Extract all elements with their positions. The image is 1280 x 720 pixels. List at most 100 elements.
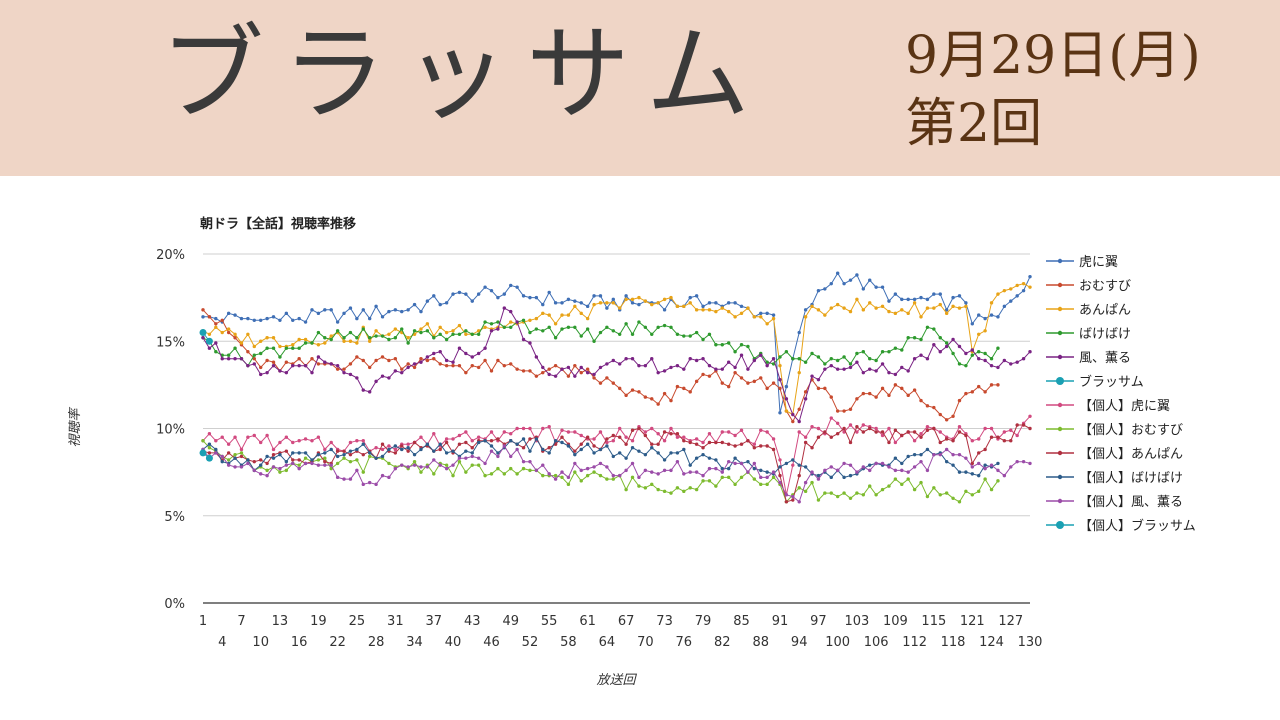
- data-point: [835, 421, 840, 425]
- data-point: [964, 489, 968, 494]
- data-point: [912, 430, 917, 434]
- data-point: [925, 357, 930, 361]
- data-point: [688, 301, 692, 305]
- data-point: [861, 370, 866, 375]
- data-point: [791, 494, 795, 499]
- data-point: [489, 439, 494, 443]
- data-point: [214, 325, 218, 329]
- data-point: [271, 346, 276, 350]
- data-point: [297, 466, 301, 471]
- data-point: [284, 311, 289, 316]
- data-point: [925, 468, 930, 473]
- data-point: [528, 449, 532, 453]
- data-point: [573, 304, 577, 309]
- data-point: [207, 442, 212, 446]
- data-point: [348, 339, 353, 343]
- data-point: [258, 339, 263, 343]
- data-point: [842, 306, 846, 310]
- data-point: [829, 491, 833, 495]
- data-point: [771, 362, 776, 366]
- data-point: [829, 435, 833, 439]
- data-point: [438, 362, 442, 366]
- data-point: [444, 330, 449, 335]
- data-point: [964, 433, 968, 438]
- data-point: [938, 412, 942, 417]
- data-point: [297, 337, 301, 342]
- data-point: [797, 473, 801, 478]
- data-point: [323, 360, 327, 364]
- data-point: [483, 358, 487, 363]
- data-point: [201, 315, 205, 319]
- data-point: [335, 363, 340, 368]
- data-point: [829, 475, 833, 480]
- data-point: [983, 426, 987, 431]
- data-point: [489, 449, 494, 453]
- data-point: [419, 360, 423, 364]
- data-point: [637, 320, 641, 324]
- data-point: [944, 447, 949, 452]
- data-point: [335, 475, 340, 480]
- data-point: [291, 346, 295, 350]
- data-point: [707, 301, 712, 305]
- data-point: [682, 435, 686, 439]
- data-point: [765, 363, 769, 368]
- data-point: [835, 409, 840, 413]
- data-point: [662, 468, 667, 473]
- data-point: [912, 452, 917, 457]
- data-point: [547, 372, 551, 377]
- data-point: [406, 465, 410, 469]
- data-point: [419, 465, 423, 469]
- data-point: [983, 477, 987, 481]
- data-point: [624, 442, 628, 446]
- data-point: [528, 341, 532, 345]
- data-point: [592, 444, 596, 448]
- data-point: [361, 439, 365, 443]
- data-point: [957, 500, 962, 504]
- data-point: [425, 299, 430, 303]
- data-point: [1002, 430, 1007, 434]
- data-point: [233, 357, 237, 361]
- data-point: [316, 435, 321, 439]
- data-point: [406, 336, 410, 340]
- x-tick-label: 79: [695, 614, 712, 629]
- data-point: [502, 472, 507, 476]
- data-point: [374, 329, 378, 333]
- data-point: [662, 391, 667, 396]
- data-point: [361, 327, 365, 331]
- data-point: [432, 357, 436, 361]
- data-point: [387, 337, 391, 342]
- data-point: [553, 374, 558, 378]
- data-point: [643, 325, 648, 329]
- data-point: [816, 477, 821, 481]
- data-point: [444, 466, 449, 471]
- data-point: [662, 439, 667, 443]
- data-point: [451, 449, 455, 453]
- data-point: [669, 365, 673, 370]
- data-point: [605, 306, 609, 310]
- data-point: [342, 477, 346, 481]
- data-point: [387, 309, 391, 314]
- data-point: [566, 374, 571, 378]
- data-point: [400, 367, 404, 371]
- data-point: [380, 473, 385, 478]
- data-point: [694, 294, 699, 298]
- data-point: [348, 306, 353, 310]
- data-point: [720, 343, 724, 347]
- data-point: [220, 459, 224, 464]
- data-point: [778, 458, 782, 462]
- data-point: [707, 440, 712, 445]
- data-point: [682, 439, 686, 443]
- data-point: [874, 395, 878, 399]
- data-point: [335, 329, 340, 333]
- data-point: [374, 445, 378, 450]
- data-point: [989, 426, 994, 431]
- data-point: [560, 440, 564, 445]
- data-point: [630, 301, 635, 305]
- data-point: [400, 463, 404, 467]
- data-point: [752, 445, 757, 450]
- data-point: [861, 423, 866, 427]
- x-tick-label: 13: [272, 614, 289, 629]
- data-point: [444, 437, 449, 441]
- data-point: [823, 313, 827, 317]
- data-point: [226, 442, 231, 446]
